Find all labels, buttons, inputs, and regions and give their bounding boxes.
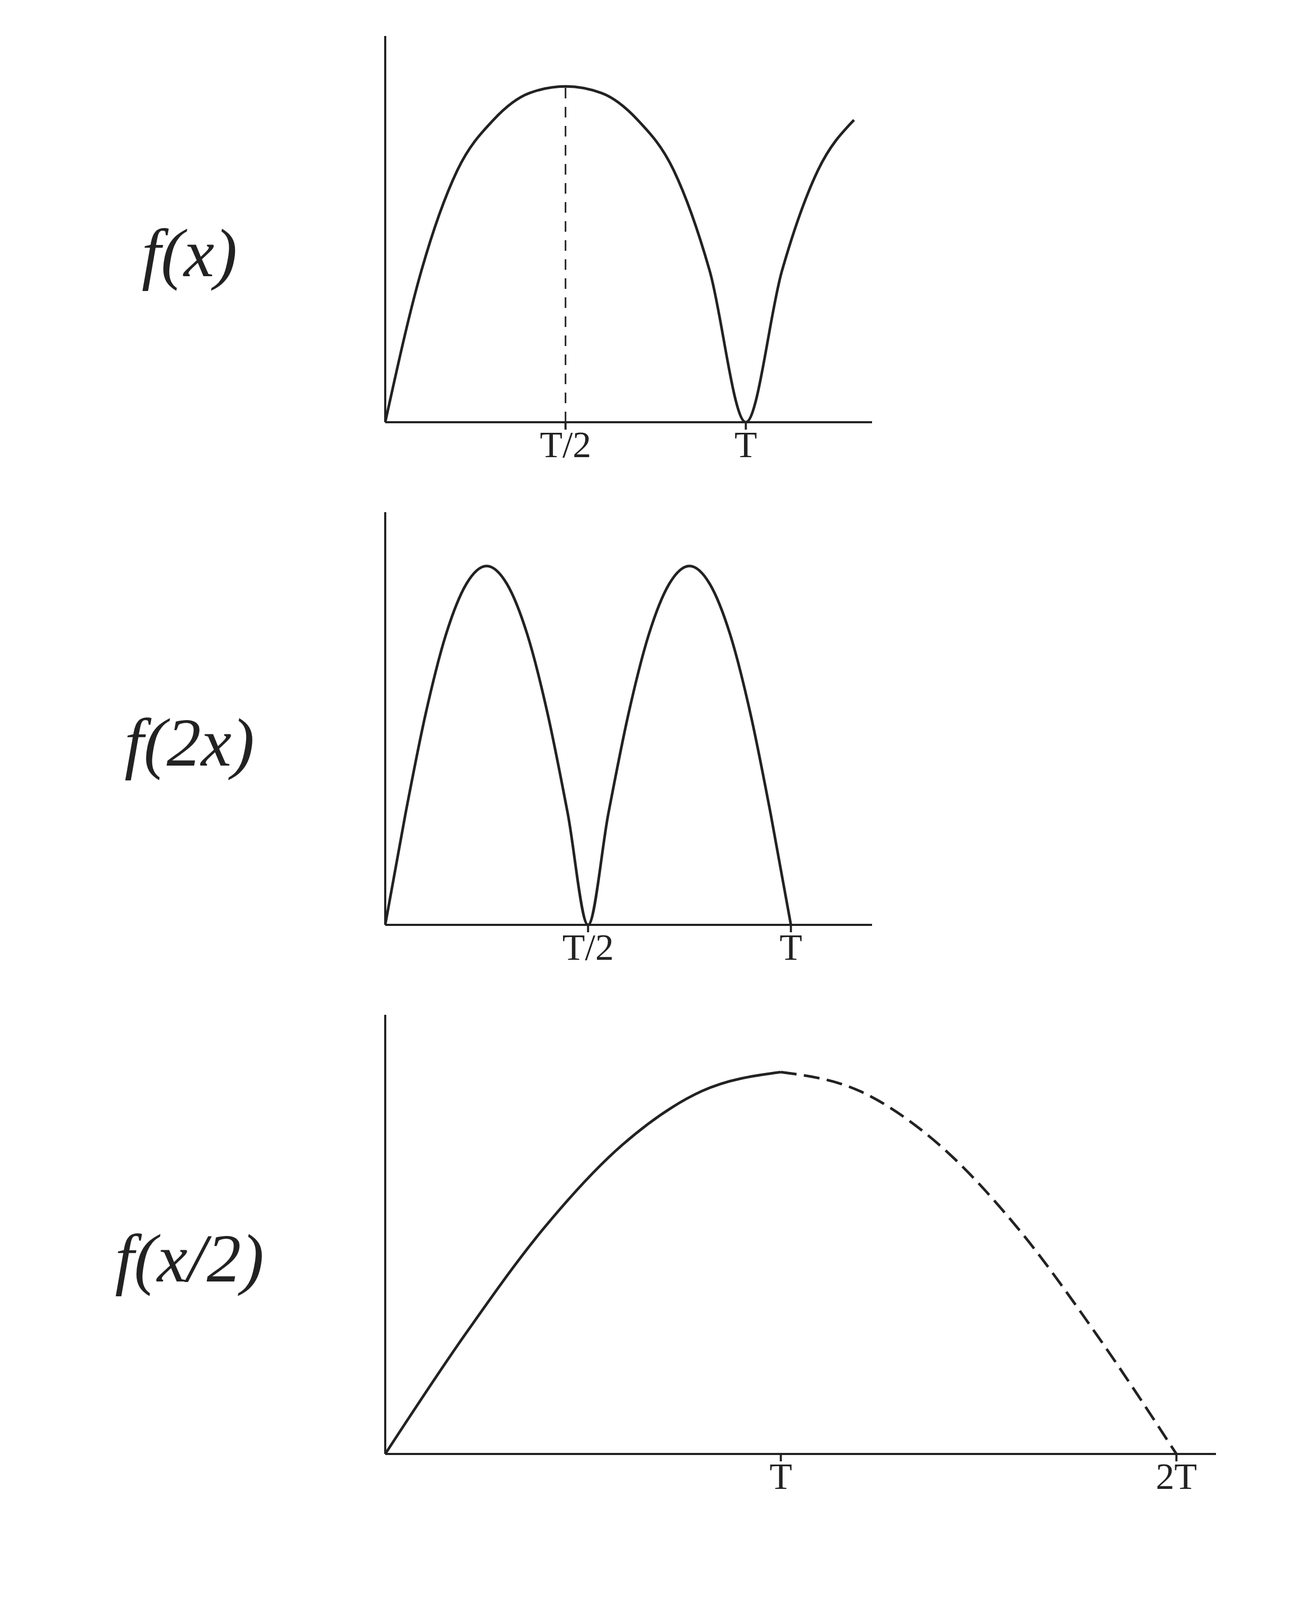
svg-text:T: T [769,1456,793,1497]
svg-text:T: T [779,927,803,968]
svg-text:T/2: T/2 [562,927,614,968]
svg-text:T: T [734,424,758,466]
svg-text:T/2: T/2 [539,424,592,466]
html-text:f(x/2): f(x/2) [114,1220,264,1297]
html-text:f(2x): f(2x) [124,704,255,781]
svg-text:2T: 2T [1155,1456,1197,1497]
html-text:f(x): f(x) [141,214,238,292]
